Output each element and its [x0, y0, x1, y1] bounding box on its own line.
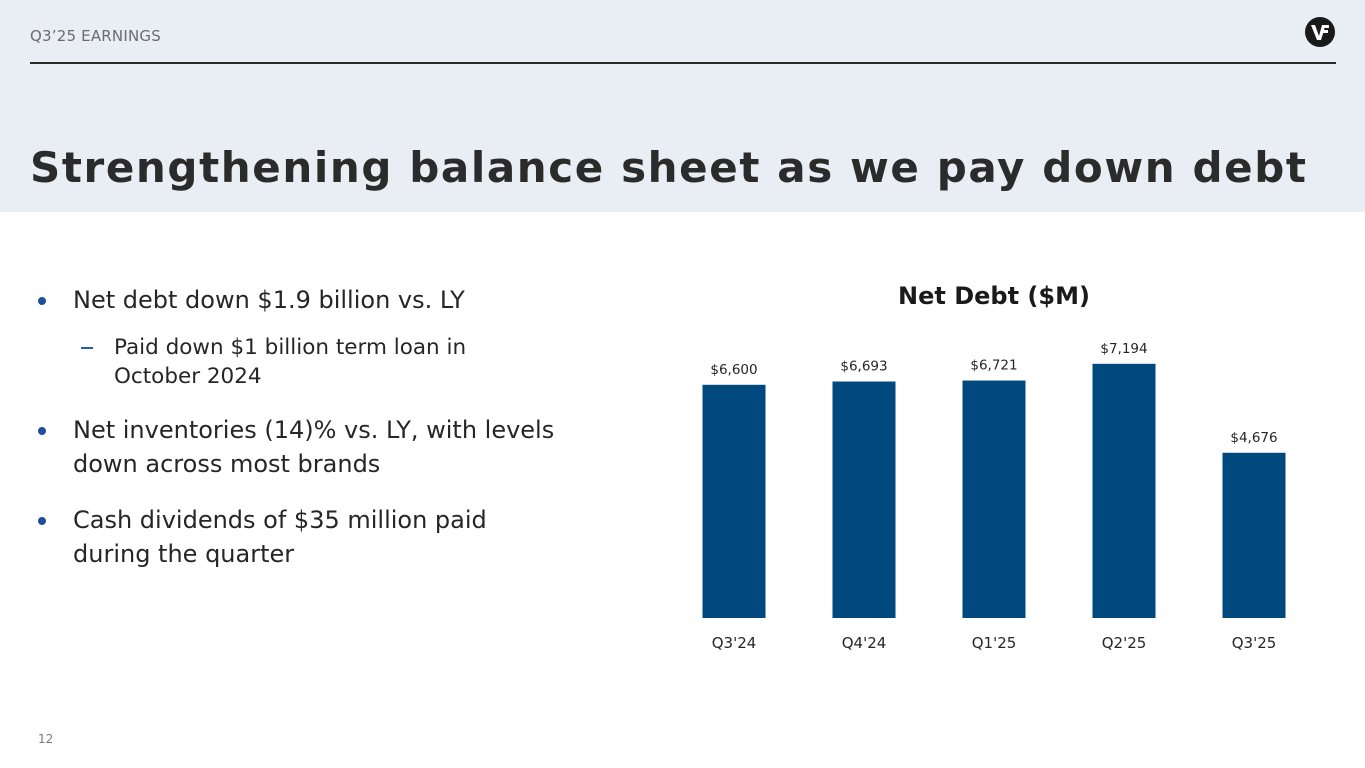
bullet-dot-icon [38, 517, 46, 525]
x-tick-label: Q1'25 [972, 634, 1017, 652]
bar-Q2'25 [1092, 363, 1156, 618]
page-number: 12 [38, 732, 54, 746]
bullet-item: Net inventories (14)% vs. LY, with level… [38, 413, 558, 481]
bullet-item: Cash dividends of $35 million paid durin… [38, 503, 558, 571]
data-label: $4,676 [1230, 430, 1277, 446]
bullet-list: Net debt down $1.9 billion vs. LY Paid d… [38, 283, 558, 593]
vf-logo-icon [1305, 17, 1335, 47]
eyebrow-label: Q3’25 EARNINGS [30, 27, 161, 45]
page-title: Strengthening balance sheet as we pay do… [30, 143, 1308, 192]
bullet-text: Net inventories (14)% vs. LY, with level… [73, 416, 555, 478]
data-label: $6,600 [710, 362, 757, 378]
bullet-text: Net debt down $1.9 billion vs. LY [73, 286, 465, 314]
x-tick-label: Q4'24 [842, 634, 887, 652]
net-debt-chart: Net Debt ($M) $6,600 Q3'24 $6,693 Q4'24 $6,7… [702, 282, 1286, 652]
bullet-dot-icon [38, 427, 46, 435]
data-label: $6,721 [970, 358, 1017, 374]
bullet-dot-icon [38, 297, 46, 305]
bar-Q1'25 [962, 380, 1026, 618]
sub-bullet-item: Paid down $1 billion term loan in Octobe… [38, 333, 558, 391]
data-label: $6,693 [840, 359, 887, 375]
bar-Q3'24 [702, 384, 766, 618]
x-tick-label: Q3'24 [712, 634, 757, 652]
header-divider [30, 62, 1336, 64]
header-band [0, 0, 1365, 212]
dash-icon [81, 347, 93, 349]
sub-bullet-text: Paid down $1 billion term loan in Octobe… [114, 335, 467, 389]
data-label: $7,194 [1100, 341, 1147, 357]
bullet-text: Cash dividends of $35 million paid durin… [73, 506, 487, 568]
bar-Q4'24 [832, 381, 896, 618]
bullet-item: Net debt down $1.9 billion vs. LY [38, 283, 558, 317]
bar-Q3'25 [1222, 452, 1286, 618]
x-tick-label: Q3'25 [1232, 634, 1277, 652]
x-tick-label: Q2'25 [1102, 634, 1147, 652]
chart-title: Net Debt ($M) [898, 282, 1090, 310]
